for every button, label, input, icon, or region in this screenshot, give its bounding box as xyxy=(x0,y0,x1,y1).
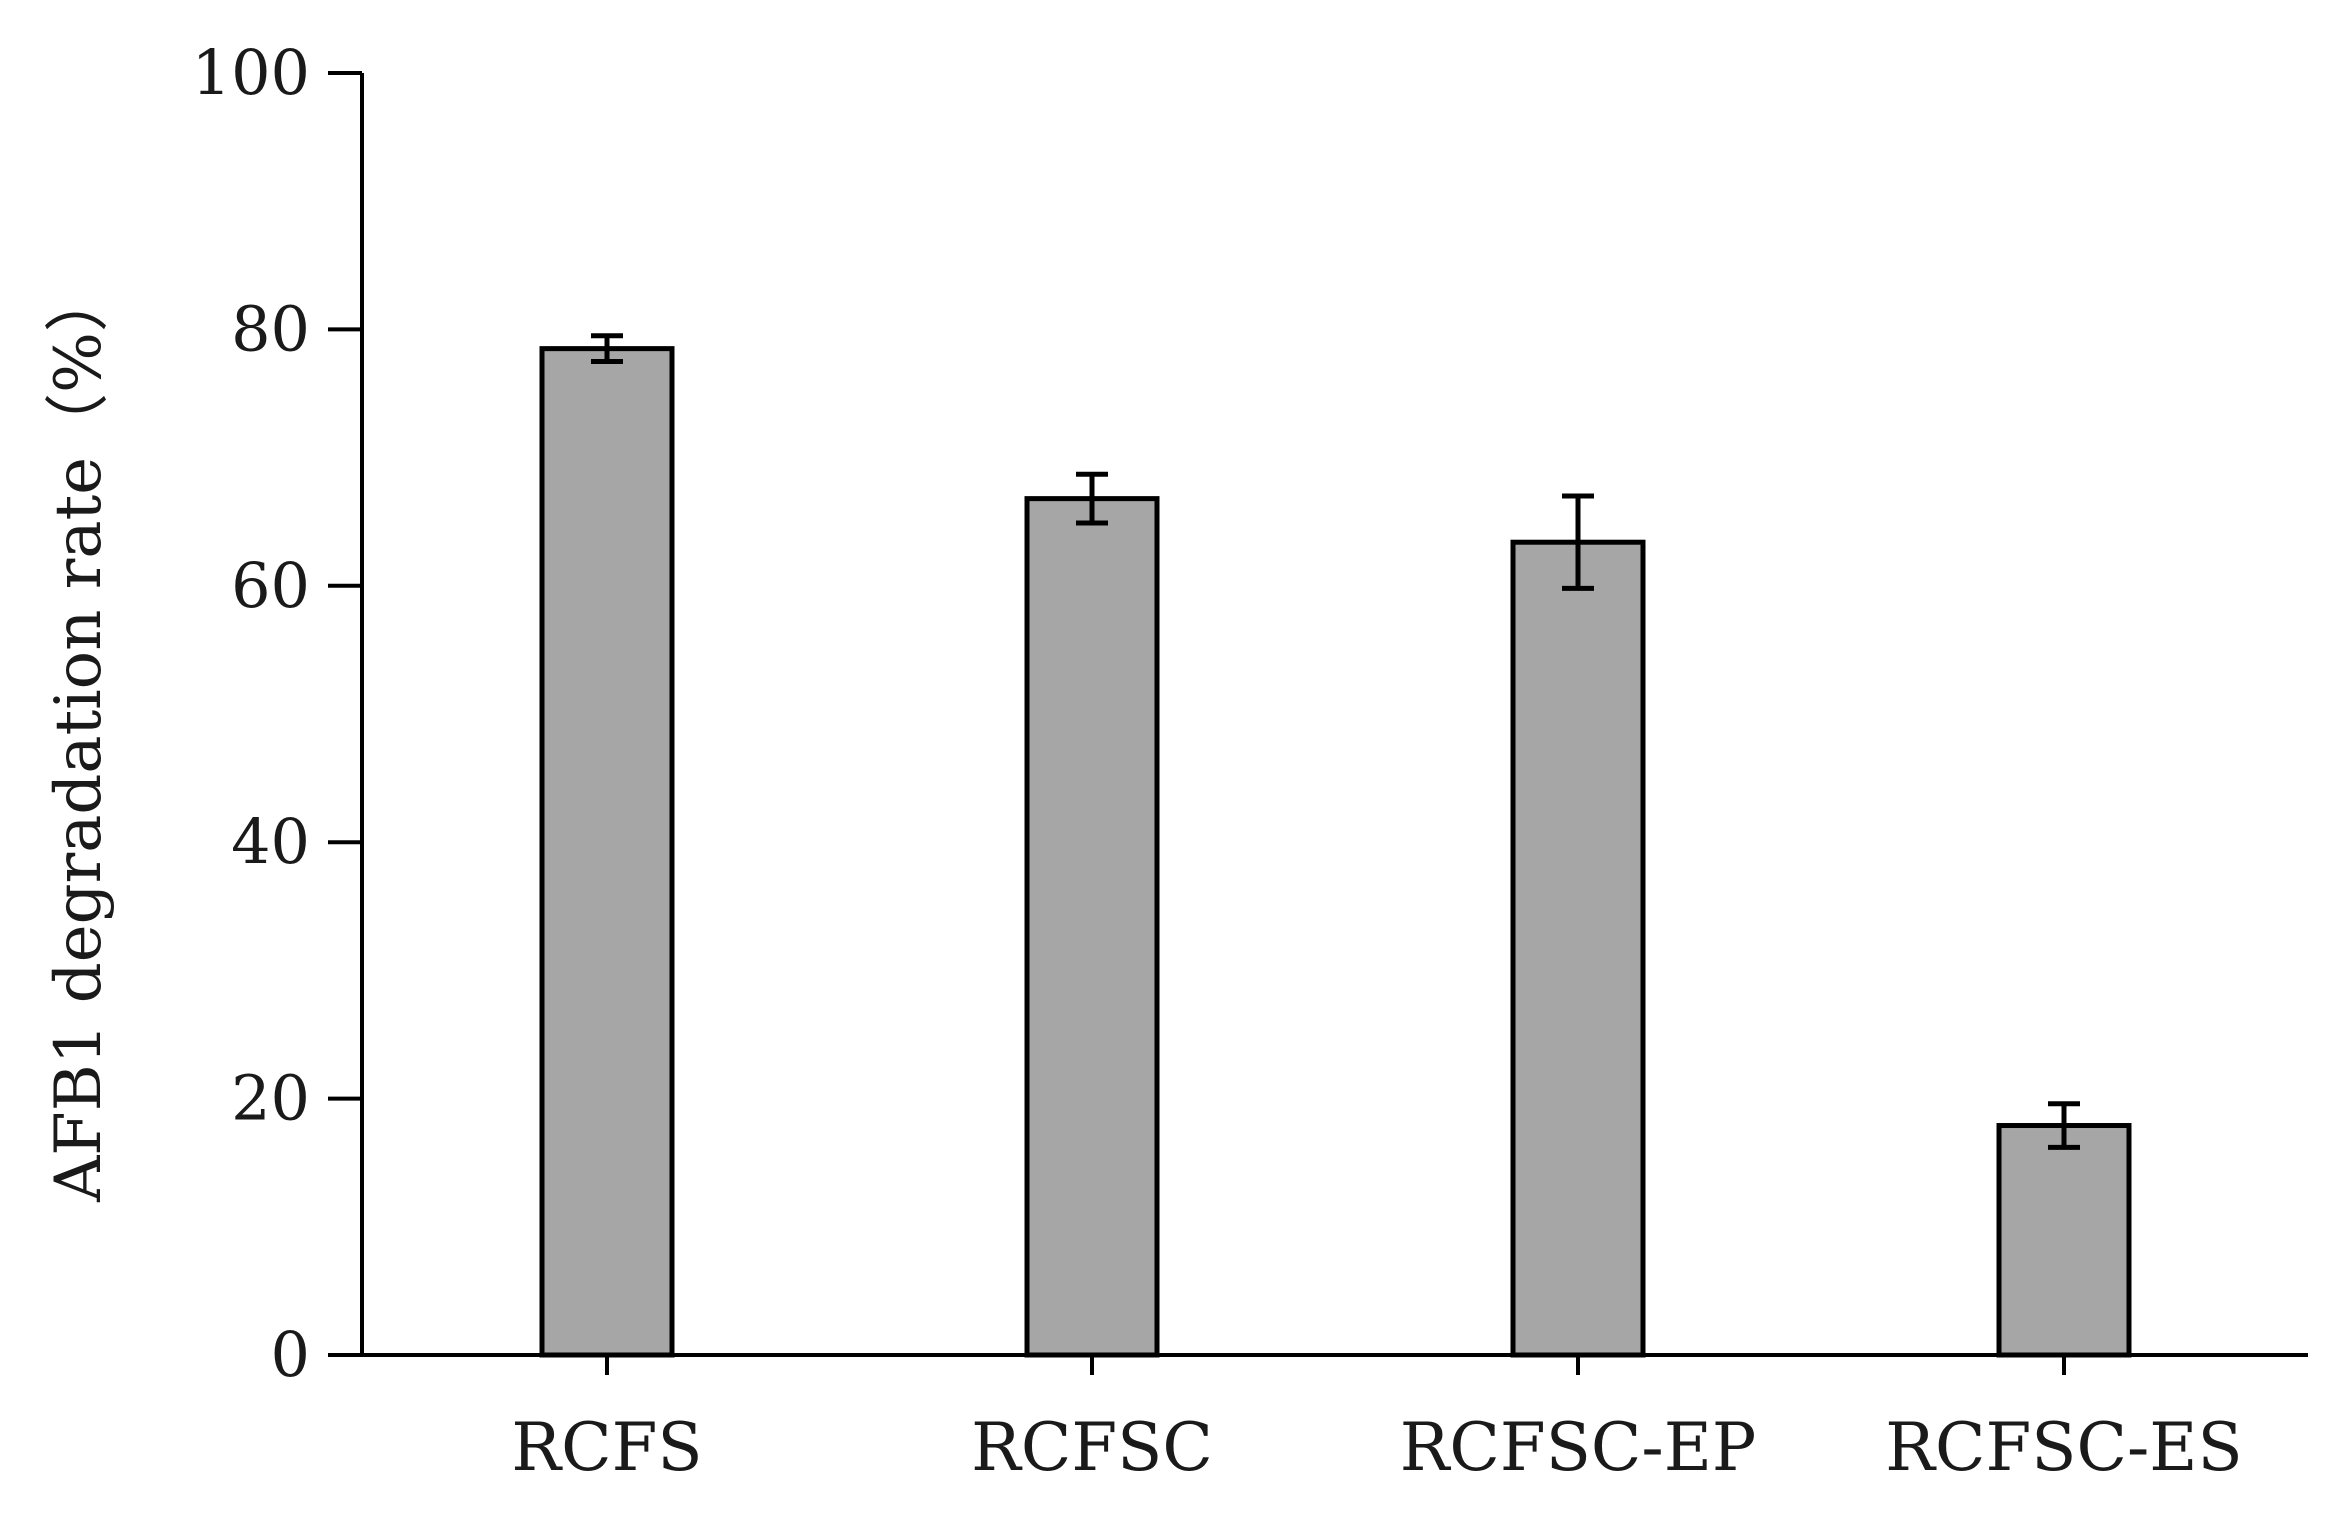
bar-rcfsc-es xyxy=(1996,1123,2132,1358)
y-tick-label: 100 xyxy=(192,36,310,109)
x-category-label: RCFSC xyxy=(971,1409,1213,1486)
y-tick-label: 80 xyxy=(231,292,310,365)
x-category-label: RCFSC-EP xyxy=(1400,1409,1757,1486)
bar-rcfsc xyxy=(1024,496,1160,1358)
y-tick-label: 20 xyxy=(231,1062,310,1135)
x-category-label: RCFS xyxy=(511,1409,702,1486)
y-tick-label: 60 xyxy=(231,549,310,622)
y-tick-label: 40 xyxy=(231,805,310,878)
y-axis-title: AFB1 degradation rate（%） xyxy=(42,268,116,1203)
bar-rcfs xyxy=(539,346,675,1358)
y-tick-label: 0 xyxy=(271,1318,310,1391)
bar-rcfsc-ep xyxy=(1510,539,1646,1358)
x-category-label: RCFSC-ES xyxy=(1885,1409,2242,1486)
